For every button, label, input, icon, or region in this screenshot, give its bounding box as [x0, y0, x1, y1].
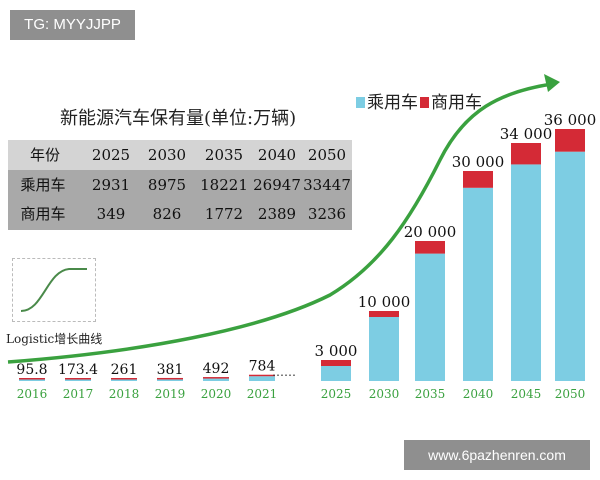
bar-value-label: 492 [203, 361, 230, 377]
table-row-label: 商用车 [20, 205, 66, 223]
logistic-curve-icon [20, 268, 87, 312]
legend-label-passenger: 乘用车 [367, 93, 418, 113]
year-tick-label: 2020 [201, 387, 232, 401]
legend: 乘用车 商用车 [356, 88, 482, 113]
table-header-row [8, 140, 352, 170]
bar-passenger [511, 164, 541, 381]
table-title: 新能源汽车保有量(单位:万辆) [60, 108, 297, 129]
year-tick-label: 2019 [155, 387, 186, 401]
bar-value-label: 30 000 [452, 153, 505, 171]
table-body [8, 170, 352, 230]
bar-commercial [65, 378, 91, 380]
table-cell: 826 [152, 205, 182, 223]
trend-arrowhead [544, 74, 560, 92]
year-tick-label: 2040 [463, 387, 494, 401]
year-tick-label: 2045 [511, 387, 542, 401]
bar-value-label: 20 000 [404, 223, 457, 241]
year-tick-label: 2030 [369, 387, 400, 401]
table-cell: 1772 [204, 205, 244, 223]
watermark-tag: TG: MYYJJPP [10, 10, 135, 40]
year-tick-label: 2035 [415, 387, 446, 401]
bar-value-label: 10 000 [358, 293, 411, 311]
table-cell: 349 [96, 205, 126, 223]
bar-passenger [555, 151, 585, 381]
table-year: 2035 [204, 146, 244, 164]
bar-commercial [369, 311, 399, 317]
year-tick-label: 2025 [321, 387, 352, 401]
legend-swatch-passenger [356, 97, 365, 108]
bar-value-label: 784 [249, 359, 276, 375]
table-year: 2025 [91, 146, 131, 164]
logistic-caption: Logistic增长曲线 [6, 332, 103, 346]
bar-passenger [369, 317, 399, 381]
table-year: 2040 [257, 146, 297, 164]
watermark-site: www.6pazhenren.com [404, 440, 590, 470]
bar-value-label: 173.4 [58, 362, 98, 378]
table-cell: 2931 [91, 176, 131, 194]
table-cell: 2389 [257, 205, 297, 223]
bar-commercial [203, 377, 229, 379]
bar-commercial [249, 374, 275, 377]
bar-commercial [555, 129, 585, 152]
table-cell: 33447 [303, 176, 351, 194]
trend-curve [7, 82, 553, 364]
bar-value-label: 261 [111, 362, 138, 378]
bar-passenger [463, 187, 493, 381]
bar-commercial [157, 377, 183, 380]
bar-value-label: 36 000 [544, 111, 597, 129]
year-tick-label: 2050 [555, 387, 586, 401]
bar-commercial [19, 378, 45, 380]
bar-passenger [321, 366, 351, 381]
bar-value-label: 34 000 [500, 125, 553, 143]
year-tick-label: 2021 [247, 387, 278, 401]
gap-ellipsis: …… [272, 365, 296, 379]
table-cell: 3236 [307, 205, 347, 223]
bar-passenger [157, 379, 183, 381]
bar-value-label: 3 000 [315, 342, 358, 360]
bar-commercial [511, 143, 541, 165]
bar-commercial [321, 360, 351, 366]
year-tick-label: 2018 [109, 387, 140, 401]
bar-commercial [415, 241, 445, 254]
table-row-label: 乘用车 [20, 176, 66, 194]
table-header-label: 年份 [29, 146, 60, 164]
bar-passenger [203, 378, 229, 381]
table-year: 2030 [147, 146, 187, 164]
legend-swatch-commercial [420, 97, 429, 108]
bar-value-label: 381 [157, 362, 184, 378]
year-tick-label: 2016 [17, 387, 48, 401]
bar-passenger [19, 379, 45, 381]
bar-passenger [65, 379, 91, 381]
table-cell: 26947 [253, 176, 301, 194]
bar-passenger [415, 253, 445, 381]
logistic-curve-thumbnail [12, 258, 96, 322]
table-cell: 18221 [200, 176, 248, 194]
table-cell: 8975 [147, 176, 187, 194]
bar-commercial [111, 378, 137, 380]
table-year: 2050 [307, 146, 347, 164]
bar-commercial [463, 171, 493, 188]
bar-passenger [111, 379, 137, 381]
legend-label-commercial: 商用车 [431, 93, 482, 113]
bar-passenger [249, 376, 275, 381]
bar-value-label: 95.8 [16, 362, 47, 378]
year-tick-label: 2017 [63, 387, 94, 401]
